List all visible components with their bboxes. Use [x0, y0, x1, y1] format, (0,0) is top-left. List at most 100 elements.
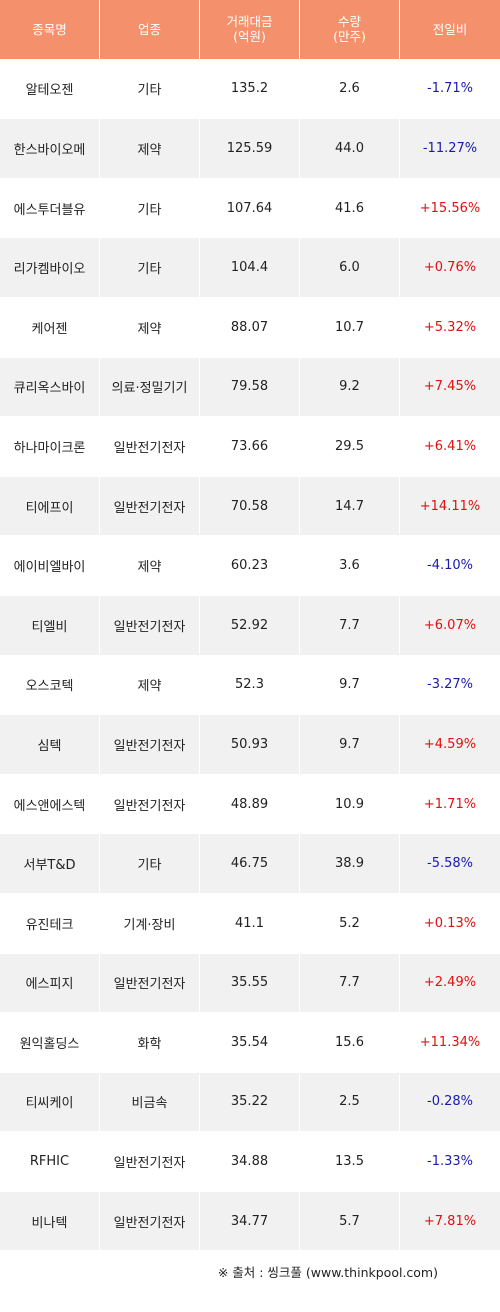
- trade-volume: 2.5: [300, 1072, 400, 1133]
- stock-name: RFHIC: [0, 1132, 100, 1192]
- stock-name: 오스코텍: [0, 655, 100, 716]
- change-rate: +4.59%: [400, 715, 500, 775]
- table-row: 원익홀딩스 화학 35.54 15.6 +11.34%: [0, 1013, 500, 1073]
- stock-name: 에스피지: [0, 953, 100, 1014]
- trade-volume: 44.0: [300, 119, 400, 179]
- sector: 일반전기전자: [100, 1191, 200, 1252]
- stock-name: 리가켐바이오: [0, 238, 100, 298]
- stock-name: 심텍: [0, 715, 100, 775]
- sector: 기타: [100, 834, 200, 894]
- header-volume: 수량 (만주): [300, 0, 400, 60]
- table-row: 비나텍 일반전기전자 34.77 5.7 +7.81%: [0, 1191, 500, 1252]
- sector: 일반전기전자: [100, 417, 200, 477]
- change-rate: -3.27%: [400, 655, 500, 716]
- stock-name: 알테오젠: [0, 59, 100, 120]
- stock-name: 한스바이오메: [0, 119, 100, 179]
- stock-table: 종목명 업종 거래대금 (억원) 수량 (만주) 전일비 알테오젠 기타 135.2 2.…: [0, 0, 500, 1252]
- change-rate: -1.71%: [400, 59, 500, 120]
- table-row: 유진테크 기계·장비 41.1 5.2 +0.13%: [0, 893, 500, 954]
- trade-amount: 35.55: [200, 953, 300, 1014]
- trade-volume: 6.0: [300, 238, 400, 298]
- sector: 화학: [100, 1013, 200, 1073]
- change-rate: -1.33%: [400, 1132, 500, 1192]
- trade-amount: 70.58: [200, 476, 300, 537]
- sector: 의료·정밀기기: [100, 357, 200, 418]
- stock-name: 티에프이: [0, 476, 100, 537]
- trade-amount: 107.64: [200, 178, 300, 239]
- trade-amount: 48.89: [200, 774, 300, 835]
- table-row: 에스앤에스텍 일반전기전자 48.89 10.9 +1.71%: [0, 774, 500, 835]
- sector: 비금속: [100, 1072, 200, 1133]
- table-row: 티씨케이 비금속 35.22 2.5 -0.28%: [0, 1072, 500, 1133]
- trade-amount: 125.59: [200, 119, 300, 179]
- change-rate: +7.45%: [400, 357, 500, 418]
- change-rate: -4.10%: [400, 536, 500, 596]
- sector: 기타: [100, 178, 200, 239]
- change-rate: +6.07%: [400, 595, 500, 656]
- trade-amount: 50.93: [200, 715, 300, 775]
- sector: 일반전기전자: [100, 595, 200, 656]
- header-sector: 업종: [100, 0, 200, 60]
- table-row: RFHIC 일반전기전자 34.88 13.5 -1.33%: [0, 1132, 500, 1192]
- trade-amount: 35.22: [200, 1072, 300, 1133]
- change-rate: +5.32%: [400, 297, 500, 358]
- table-row: 에스투더블유 기타 107.64 41.6 +15.56%: [0, 178, 500, 239]
- trade-volume: 10.9: [300, 774, 400, 835]
- header-amount: 거래대금 (억원): [200, 0, 300, 60]
- table-row: 서부T&D 기타 46.75 38.9 -5.58%: [0, 834, 500, 894]
- stock-name: 에스앤에스텍: [0, 774, 100, 835]
- sector: 제약: [100, 119, 200, 179]
- table-row: 오스코텍 제약 52.3 9.7 -3.27%: [0, 655, 500, 716]
- trade-volume: 10.7: [300, 297, 400, 358]
- sector: 제약: [100, 536, 200, 596]
- sector: 기타: [100, 59, 200, 120]
- trade-amount: 34.77: [200, 1191, 300, 1252]
- change-rate: -11.27%: [400, 119, 500, 179]
- trade-volume: 9.7: [300, 655, 400, 716]
- stock-name: 하나마이크론: [0, 417, 100, 477]
- table-row: 리가켐바이오 기타 104.4 6.0 +0.76%: [0, 238, 500, 298]
- table-row: 케어젠 제약 88.07 10.7 +5.32%: [0, 297, 500, 358]
- sector: 일반전기전자: [100, 715, 200, 775]
- change-rate: +15.56%: [400, 178, 500, 239]
- header-name: 종목명: [0, 0, 100, 60]
- table-row: 심텍 일반전기전자 50.93 9.7 +4.59%: [0, 715, 500, 775]
- stock-name: 서부T&D: [0, 834, 100, 894]
- table-row: 에스피지 일반전기전자 35.55 7.7 +2.49%: [0, 953, 500, 1014]
- trade-amount: 52.3: [200, 655, 300, 716]
- trade-amount: 35.54: [200, 1013, 300, 1073]
- trade-volume: 5.7: [300, 1191, 400, 1252]
- sector: 기타: [100, 238, 200, 298]
- trade-volume: 7.7: [300, 595, 400, 656]
- trade-amount: 52.92: [200, 595, 300, 656]
- change-rate: +2.49%: [400, 953, 500, 1014]
- trade-amount: 34.88: [200, 1132, 300, 1192]
- stock-name: 원익홀딩스: [0, 1013, 100, 1073]
- sector: 일반전기전자: [100, 774, 200, 835]
- table-row: 알테오젠 기타 135.2 2.6 -1.71%: [0, 59, 500, 120]
- trade-volume: 9.2: [300, 357, 400, 418]
- stock-name: 티씨케이: [0, 1072, 100, 1133]
- change-rate: +7.81%: [400, 1191, 500, 1252]
- trade-volume: 41.6: [300, 178, 400, 239]
- table-row: 한스바이오메 제약 125.59 44.0 -11.27%: [0, 119, 500, 179]
- header-change: 전일비: [400, 0, 500, 60]
- trade-volume: 38.9: [300, 834, 400, 894]
- trade-volume: 13.5: [300, 1132, 400, 1192]
- trade-amount: 88.07: [200, 297, 300, 358]
- change-rate: -5.58%: [400, 834, 500, 894]
- trade-volume: 14.7: [300, 476, 400, 537]
- trade-volume: 5.2: [300, 893, 400, 954]
- stock-name: 비나텍: [0, 1191, 100, 1252]
- trade-amount: 46.75: [200, 834, 300, 894]
- table-row: 하나마이크론 일반전기전자 73.66 29.5 +6.41%: [0, 417, 500, 477]
- sector: 기계·장비: [100, 893, 200, 954]
- stock-name: 케어젠: [0, 297, 100, 358]
- change-rate: +6.41%: [400, 417, 500, 477]
- stock-name: 유진테크: [0, 893, 100, 954]
- change-rate: +0.13%: [400, 893, 500, 954]
- table-header: 종목명 업종 거래대금 (억원) 수량 (만주) 전일비: [0, 0, 500, 60]
- table-row: 큐리옥스바이 의료·정밀기기 79.58 9.2 +7.45%: [0, 357, 500, 418]
- trade-volume: 29.5: [300, 417, 400, 477]
- trade-amount: 135.2: [200, 59, 300, 120]
